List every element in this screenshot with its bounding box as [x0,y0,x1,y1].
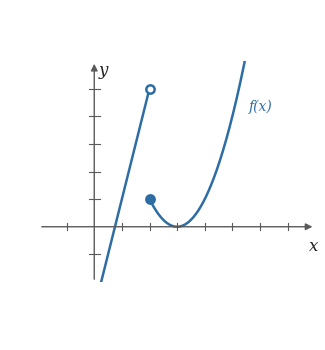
Text: f(x): f(x) [249,99,273,114]
Text: x: x [309,238,318,255]
Text: y: y [98,62,108,79]
